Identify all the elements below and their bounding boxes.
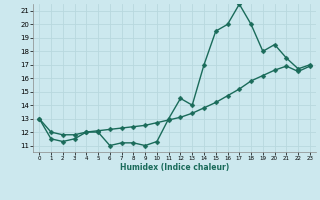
X-axis label: Humidex (Indice chaleur): Humidex (Indice chaleur)	[120, 163, 229, 172]
